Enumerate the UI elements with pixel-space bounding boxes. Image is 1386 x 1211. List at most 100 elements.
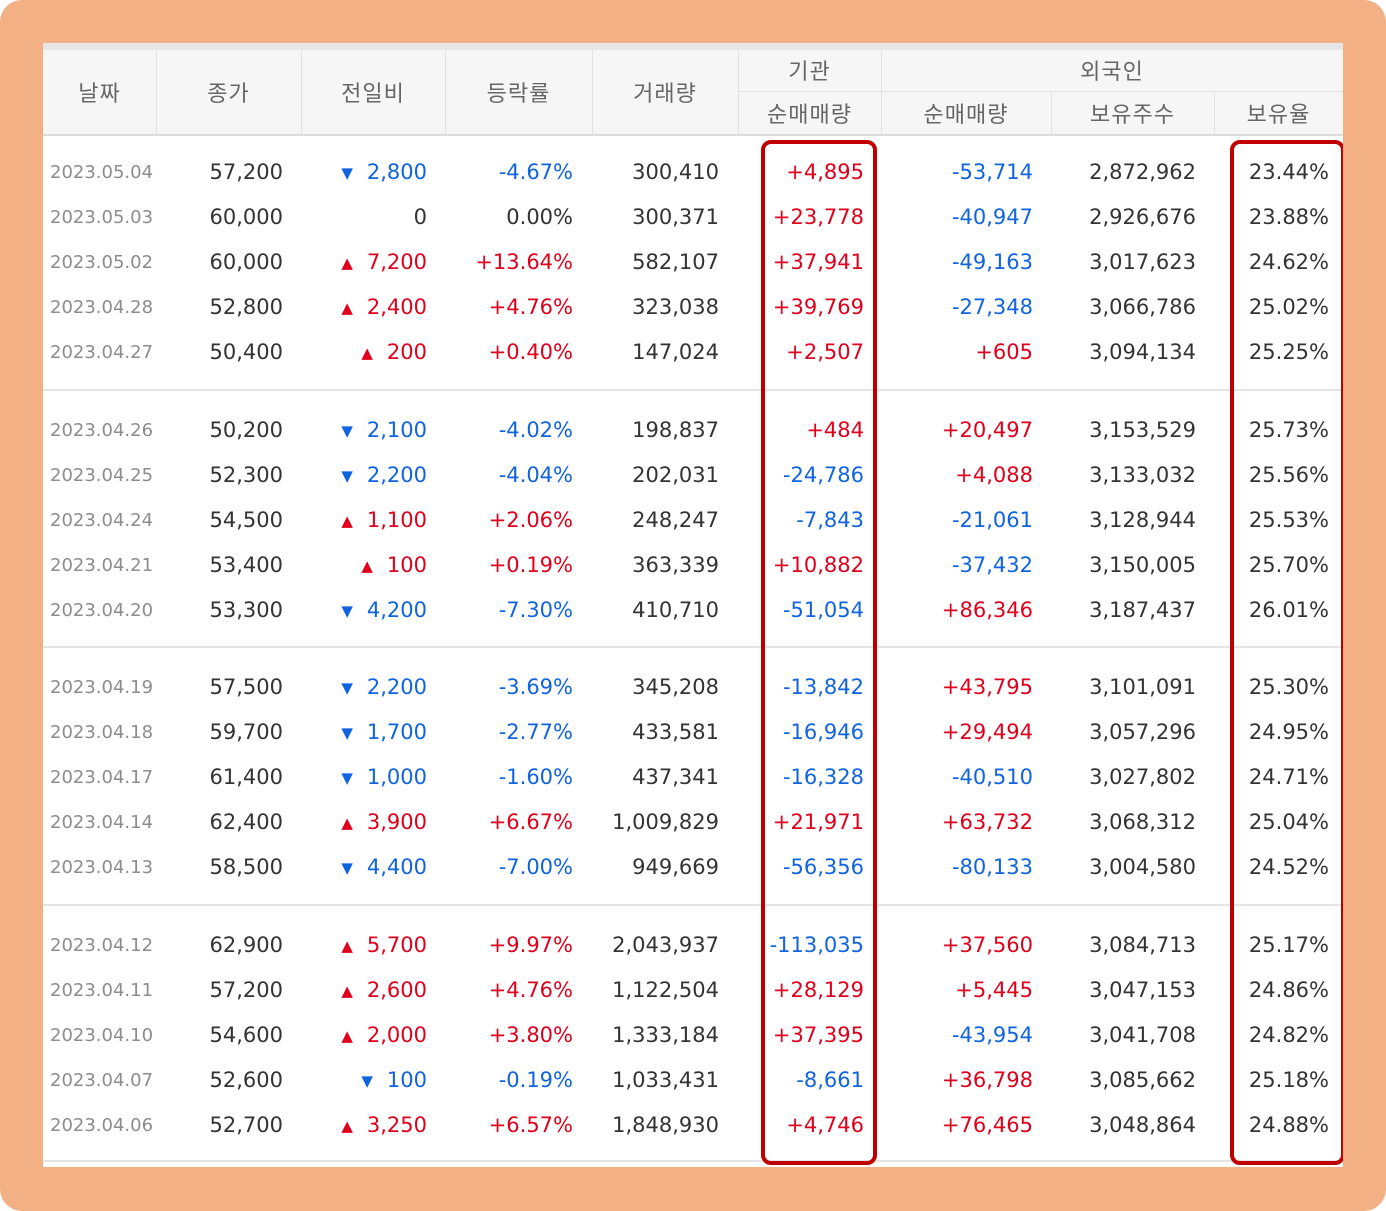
cell-rate: -0.19% (498, 1068, 573, 1092)
cell-foreign-net: +76,465 (941, 1113, 1033, 1137)
cell-rate: -1.60% (498, 765, 573, 789)
cell-foreign-ratio: 24.62% (1248, 250, 1329, 274)
up-arrow-icon: ▲ (341, 299, 353, 317)
cell-institution-net: +37,941 (772, 250, 864, 274)
cell-change: ▼ 4,400 (301, 845, 427, 890)
up-arrow-icon: ▲ (361, 557, 373, 575)
header-divider (881, 50, 882, 134)
cell-foreign-shares: 3,047,153 (1089, 978, 1196, 1002)
cell-foreign-shares: 3,085,662 (1089, 1068, 1196, 1092)
cell-volume: 410,710 (632, 598, 719, 622)
cell-date: 2023.04.17 (50, 767, 154, 788)
row-group-divider (43, 389, 1343, 391)
header-change: 전일비 (341, 82, 405, 107)
cell-institution-net: +37,395 (772, 1023, 864, 1047)
cell-institution-net: +4,895 (786, 160, 864, 184)
cell-institution-net: -8,661 (796, 1068, 864, 1092)
cell-foreign-ratio: 24.82% (1248, 1023, 1329, 1047)
cell-volume: 1,009,829 (612, 810, 719, 834)
cell-change: ▲ 3,250 (301, 1103, 427, 1148)
table-row: 2023.04.25 52,300 ▼ 2,200 -4.04% 202,031 -24,7… (43, 453, 1343, 498)
change-value: 100 (386, 1068, 427, 1092)
cell-institution-net: +21,971 (772, 810, 864, 834)
cell-rate: -4.04% (498, 463, 573, 487)
down-arrow-icon: ▼ (341, 724, 353, 742)
cell-date: 2023.04.24 (50, 510, 154, 531)
cell-foreign-ratio: 23.44% (1248, 160, 1329, 184)
cell-foreign-net: -27,348 (951, 295, 1033, 319)
table-row: 2023.04.27 50,400 ▲ 200 +0.40% 147,024 +2,507 +… (43, 330, 1343, 375)
table-row: 2023.04.13 58,500 ▼ 4,400 -7.00% 949,669 -56,3… (43, 845, 1343, 890)
down-arrow-icon: ▼ (341, 602, 353, 620)
cell-change: ▼ 1,700 (301, 710, 427, 755)
cell-date: 2023.05.04 (50, 162, 154, 183)
cell-date: 2023.04.19 (50, 677, 154, 698)
cell-volume: 1,122,504 (612, 978, 719, 1002)
cell-rate: -7.00% (498, 855, 573, 879)
cell-rate: -4.67% (498, 160, 573, 184)
cell-change: ▲ 100 (301, 543, 427, 588)
cell-date: 2023.04.13 (50, 857, 154, 878)
up-arrow-icon: ▲ (341, 1117, 353, 1135)
cell-foreign-net: +20,497 (941, 418, 1033, 442)
cell-date: 2023.04.14 (50, 812, 154, 833)
header-date: 날짜 (78, 82, 121, 107)
cell-rate: +0.40% (488, 340, 573, 364)
cell-volume: 248,247 (632, 508, 719, 532)
cell-close: 62,900 (209, 933, 283, 957)
cell-volume: 437,341 (632, 765, 719, 789)
cell-volume: 1,333,184 (612, 1023, 719, 1047)
header-close: 종가 (207, 82, 250, 107)
cell-foreign-net: +4,088 (955, 463, 1033, 487)
header-divider (738, 91, 1343, 92)
table-top-border (43, 43, 1343, 50)
header-divider (156, 50, 157, 134)
cell-close: 52,600 (209, 1068, 283, 1092)
header-divider (445, 50, 446, 134)
cell-date: 2023.04.07 (50, 1070, 154, 1091)
cell-foreign-ratio: 24.95% (1248, 720, 1329, 744)
cell-close: 59,700 (209, 720, 283, 744)
change-value: 2,800 (366, 160, 427, 184)
cell-foreign-ratio: 25.56% (1248, 463, 1329, 487)
change-value: 2,200 (366, 463, 427, 487)
cell-volume: 363,339 (632, 553, 719, 577)
cell-rate: -4.02% (498, 418, 573, 442)
cell-foreign-shares: 3,128,944 (1089, 508, 1196, 532)
cell-date: 2023.04.20 (50, 600, 154, 621)
header-rate: 등락률 (486, 82, 551, 107)
header-divider (738, 50, 739, 134)
down-arrow-icon: ▼ (341, 769, 353, 787)
cell-close: 53,300 (209, 598, 283, 622)
cell-foreign-net: -40,947 (951, 205, 1033, 229)
cell-foreign-ratio: 24.52% (1248, 855, 1329, 879)
cell-close: 57,500 (209, 675, 283, 699)
cell-change: ▲ 2,600 (301, 968, 427, 1013)
cell-close: 57,200 (209, 978, 283, 1002)
cell-foreign-net: +37,560 (941, 933, 1033, 957)
cell-close: 60,000 (209, 250, 283, 274)
change-value: 1,000 (366, 765, 427, 789)
up-arrow-icon: ▲ (341, 254, 353, 272)
change-value: 100 (386, 553, 427, 577)
table-row: 2023.04.24 54,500 ▲ 1,100 +2.06% 248,247 -7,84… (43, 498, 1343, 543)
cell-institution-net: +10,882 (772, 553, 864, 577)
cell-close: 54,600 (209, 1023, 283, 1047)
cell-foreign-shares: 3,048,864 (1089, 1113, 1196, 1137)
cell-close: 52,300 (209, 463, 283, 487)
header-volume: 거래량 (633, 82, 697, 107)
cell-change: ▼ 4,200 (301, 588, 427, 633)
cell-rate: +0.19% (488, 553, 573, 577)
cell-volume: 433,581 (632, 720, 719, 744)
change-value: 2,000 (366, 1023, 427, 1047)
cell-foreign-net: -21,061 (951, 508, 1033, 532)
cell-volume: 345,208 (632, 675, 719, 699)
cell-foreign-net: +86,346 (941, 598, 1033, 622)
row-group-divider (43, 646, 1343, 648)
cell-change: ▲ 5,700 (301, 923, 427, 968)
up-arrow-icon: ▲ (341, 982, 353, 1000)
cell-institution-net: -24,786 (782, 463, 864, 487)
cell-foreign-shares: 3,094,134 (1089, 340, 1196, 364)
header-divider (1214, 92, 1215, 134)
table-row: 2023.04.07 52,600 ▼ 100 -0.19% 1,033,431 -8,66… (43, 1058, 1343, 1103)
